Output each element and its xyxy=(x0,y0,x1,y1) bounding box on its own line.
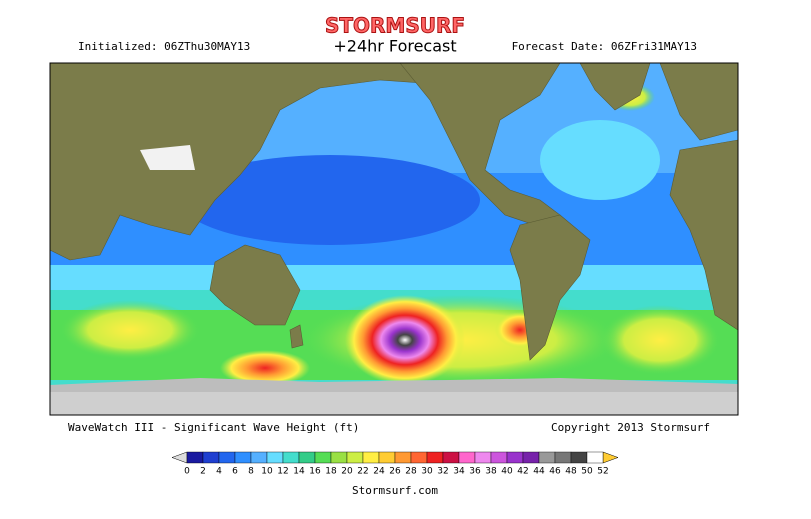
legend-tick-label: 26 xyxy=(389,467,401,477)
legend-cell xyxy=(474,451,492,464)
legend-cell xyxy=(282,451,300,464)
legend-tick-label: 0 xyxy=(184,467,190,477)
legend-cell xyxy=(586,451,604,464)
legend-cell xyxy=(394,451,412,464)
legend-tick-label: 16 xyxy=(309,467,321,477)
legend-tick-label: 36 xyxy=(469,467,481,477)
logo: STORMSURF xyxy=(325,14,465,38)
legend-cell xyxy=(506,451,524,464)
forecast-date: Forecast Date: 06ZFri31MAY13 xyxy=(512,40,697,53)
legend-cell xyxy=(186,451,204,464)
legend-tick-label: 30 xyxy=(421,467,433,477)
legend-cell xyxy=(298,451,316,464)
map-frame xyxy=(49,62,739,416)
legend-tick-label: 22 xyxy=(357,467,368,477)
legend-cell xyxy=(218,451,236,464)
legend-tick-label: 46 xyxy=(549,467,561,477)
legend-tick-label: 38 xyxy=(485,467,497,477)
legend-tick-label: 42 xyxy=(517,467,528,477)
initialized: Initialized: 06ZThu30MAY13 xyxy=(78,40,250,53)
legend-cell xyxy=(554,451,572,464)
legend-cell xyxy=(250,451,268,464)
legend-tick-label: 8 xyxy=(248,467,254,477)
legend-cell xyxy=(202,451,220,464)
legend-cell xyxy=(410,451,428,464)
legend-under xyxy=(171,451,188,464)
legend-tick-label: 28 xyxy=(405,467,417,477)
legend-cell xyxy=(426,451,444,464)
copyright: Copyright 2013 Stormsurf xyxy=(551,421,710,434)
legend-tick-label: 34 xyxy=(453,467,465,477)
legend-cell xyxy=(330,451,348,464)
color-legend: 0 2 4 6 8 10 12 14 16 18 20 22 24 26 28 30 32 34 36 38 40 42 4… xyxy=(171,451,619,477)
title: +24hr Forecast xyxy=(333,37,456,56)
legend-tick-label: 2 xyxy=(200,467,206,477)
legend-tick-label: 18 xyxy=(325,467,337,477)
legend-tick-label: 48 xyxy=(565,467,577,477)
legend-tick-label: 10 xyxy=(261,467,273,477)
legend-tick-label: 50 xyxy=(581,467,593,477)
legend-tick-label: 4 xyxy=(216,467,222,477)
legend-tick-label: 32 xyxy=(437,467,448,477)
legend-cell xyxy=(234,451,252,464)
legend-tick-label: 40 xyxy=(501,467,513,477)
legend-cell xyxy=(314,451,332,464)
legend-tick-label: 24 xyxy=(373,467,385,477)
legend-cell xyxy=(378,451,396,464)
legend-tick-label: 14 xyxy=(293,467,305,477)
legend-tick-label: 6 xyxy=(232,467,238,477)
legend-cell xyxy=(538,451,556,464)
wave-map xyxy=(50,63,738,415)
site-link: Stormsurf.com xyxy=(352,484,438,497)
legend-cell xyxy=(570,451,588,464)
legend-cell xyxy=(522,451,540,464)
legend-cell xyxy=(458,451,476,464)
legend-tick-label: 20 xyxy=(341,467,353,477)
legend-cell xyxy=(266,451,284,464)
legend-cell xyxy=(346,451,364,464)
legend-tick-label: 52 xyxy=(597,467,608,477)
legend-over xyxy=(602,451,619,464)
legend-cell xyxy=(442,451,460,464)
legend-cell xyxy=(362,451,380,464)
legend-tick-label: 44 xyxy=(533,467,545,477)
legend-cell xyxy=(490,451,508,464)
model-label: WaveWatch III - Significant Wave Height … xyxy=(68,421,359,434)
legend-tick-label: 12 xyxy=(277,467,288,477)
